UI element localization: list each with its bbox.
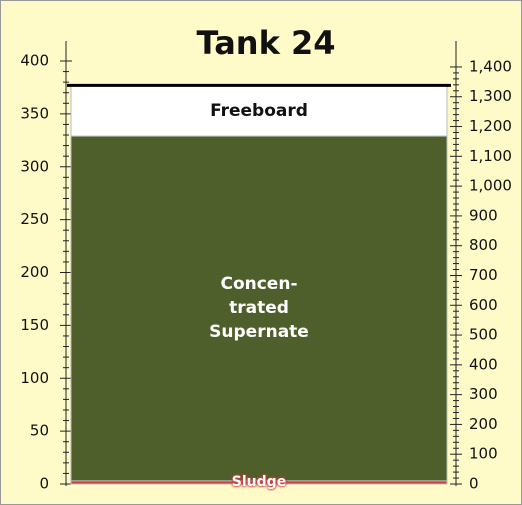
y2-tick-label: 0 [469,475,479,493]
tank-layer [70,84,448,137]
y2-tick-label: 1,000 [469,177,512,195]
y-tick-label: 0 [39,475,49,493]
y-tick-label: 200 [20,263,49,281]
layer-label: Sludge [231,474,287,490]
y-tick-label: 250 [20,210,49,228]
y-tick-label: 100 [20,369,49,387]
y2-tick-label: 200 [469,415,498,433]
y2-tick-label: 400 [469,355,498,373]
layer-label: Freeboard [210,100,308,121]
y-tick-label: 400 [20,52,49,70]
layer-label: Concen- trated Supernate [209,274,309,343]
y-tick-label: 150 [20,316,49,334]
y2-tick-label: 300 [469,385,498,403]
y-tick-label: 300 [20,157,49,175]
y2-tick-label: 1,200 [469,117,512,135]
y2-tick-label: 700 [469,266,498,284]
y2-tick-label: 600 [469,296,498,314]
y2-tick-label: 800 [469,236,498,254]
y-tick-label: 50 [30,422,49,440]
y2-tick-label: 1,300 [469,87,512,105]
y2-tick-label: 900 [469,206,498,224]
y2-tick-label: 1,100 [469,147,512,165]
y-tick-label: 350 [20,104,49,122]
chart-title: Tank 24 [196,24,335,62]
y2-tick-label: 500 [469,326,498,344]
y2-tick-label: 100 [469,445,498,463]
y2-tick-label: 1,400 [469,57,512,75]
